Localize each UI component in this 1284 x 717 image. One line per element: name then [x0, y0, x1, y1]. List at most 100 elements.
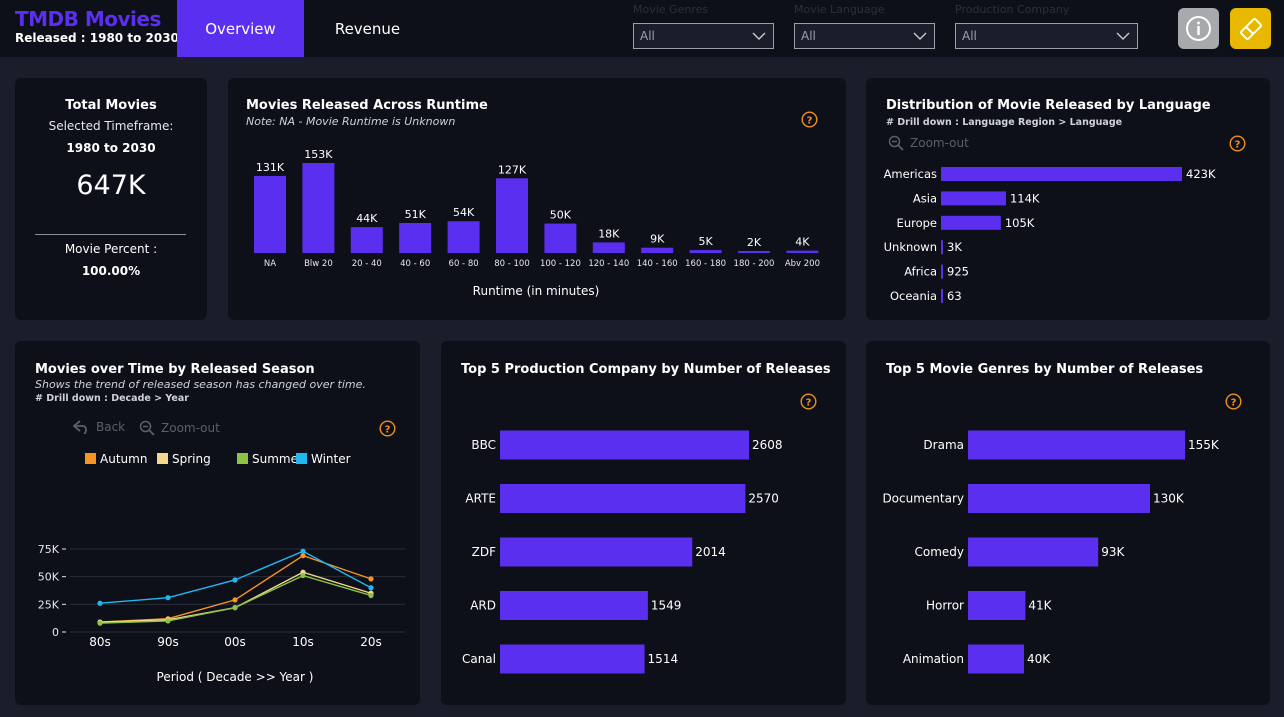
kpi-percent-value: 100.00% [81, 264, 141, 278]
bar [641, 247, 674, 253]
chart-note: Note: NA - Movie Runtime is Unknown [246, 115, 456, 128]
data-label: 155K [1188, 438, 1220, 452]
data-label: 93K [1101, 545, 1125, 559]
help-icon[interactable]: ? [1229, 135, 1246, 152]
info-icon [1186, 16, 1211, 41]
help-icon[interactable]: ? [801, 111, 818, 128]
clear-filters-button[interactable] [1230, 8, 1271, 49]
x-tick-label: 180 - 200 [734, 259, 775, 269]
info-button[interactable] [1178, 8, 1219, 49]
y-tick-label: Africa [904, 265, 937, 279]
y-tick-label: Horror [926, 599, 964, 613]
zoom-out-button[interactable]: Zoom-out [139, 420, 220, 436]
filter-production-company: Production Company All [955, 3, 1138, 49]
bar [968, 484, 1150, 513]
tab-revenue-label: Revenue [334, 19, 401, 38]
season-line-chart: Autumn Spring Summer Winter 0 25K 50K 75K 80s 90s… [38, 452, 405, 684]
y-tick-label: ARTE [465, 492, 496, 506]
series-line [99, 550, 372, 604]
x-tick-label: 80 - 100 [494, 259, 530, 269]
data-label: 2014 [695, 545, 726, 559]
zoom-out-icon [139, 420, 155, 436]
data-label: 40K [1027, 652, 1051, 666]
data-point [232, 577, 238, 583]
language-bar-chart: Americas 423K Asia 114K Europe 105K Unknown 3K A… [884, 167, 1216, 303]
bar [500, 484, 746, 513]
help-icon[interactable]: ? [379, 420, 396, 437]
bar [738, 251, 770, 253]
production-card: Top 5 Production Company by Number of Re… [441, 341, 846, 705]
filter-label: Movie Language [794, 3, 885, 16]
data-label: 41K [1028, 599, 1052, 613]
tab-overview[interactable]: Overview [177, 0, 304, 57]
bar [941, 215, 1001, 230]
data-label: 925 [947, 265, 969, 279]
bar [500, 430, 749, 460]
bar [592, 242, 625, 253]
legend-swatch [85, 453, 96, 464]
movie-genres-select[interactable]: All [633, 23, 774, 49]
data-label: 18K [598, 227, 620, 240]
top-bar: TMDB Movies Released : 1980 to 2030 Over… [0, 0, 1284, 57]
data-label: 51K [405, 208, 427, 221]
tab-overview-label: Overview [205, 19, 276, 38]
data-point [300, 548, 306, 554]
x-tick-label: 00s [224, 635, 246, 649]
x-tick-label: 90s [157, 635, 179, 649]
zoom-out-label: Zoom-out [910, 136, 969, 150]
kpi-timeframe-label: Selected Timeframe: [48, 119, 174, 133]
x-tick-label: NA [264, 259, 276, 269]
production-company-select[interactable]: All [955, 23, 1138, 49]
chart-title: Movies over Time by Released Season [35, 362, 315, 377]
kpi-timeframe-value: 1980 to 2030 [66, 141, 156, 155]
x-tick-label: 120 - 140 [588, 259, 629, 269]
x-tick-label: 160 - 180 [685, 259, 726, 269]
data-point [232, 605, 238, 611]
chart-title: Top 5 Production Company by Number of Re… [461, 362, 831, 377]
zoom-out-button[interactable]: Zoom-out [888, 135, 969, 151]
y-tick-label: 0 [52, 626, 59, 639]
y-tick-label: 25K [38, 598, 60, 611]
y-tick-label: Canal [462, 652, 496, 666]
chart-drill: # Drill down : Decade > Year [35, 393, 189, 404]
bar [447, 221, 480, 253]
help-icon[interactable]: ? [800, 393, 817, 410]
kpi-divider [35, 234, 186, 235]
runtime-card: Movies Released Across Runtime Note: NA … [228, 78, 846, 320]
y-tick-label: Documentary [882, 492, 964, 506]
tab-revenue[interactable]: Revenue [304, 0, 431, 57]
data-label: 5K [698, 235, 713, 248]
production-bar-chart: BBC 2608 ARTE 2570 ZDF 2014 ARD 1549 Canal 1514 [462, 430, 783, 674]
language-card: Distribution of Movie Released by Langua… [866, 78, 1270, 320]
bar [941, 191, 1006, 206]
y-tick-label: Americas [884, 167, 937, 181]
data-label: 114K [1010, 191, 1040, 205]
kpi-card: Total Movies Selected Timeframe: 1980 to… [15, 78, 207, 320]
kpi-title: Total Movies [65, 98, 157, 113]
legend-label: Summer [252, 452, 303, 466]
y-tick-label: Comedy [914, 545, 964, 559]
bar [500, 644, 645, 674]
bar [941, 289, 943, 303]
zoom-out-icon [888, 135, 904, 151]
movie-language-select[interactable]: All [794, 23, 935, 49]
chevron-down-icon [913, 32, 927, 40]
data-point [97, 600, 103, 606]
svg-text:?: ? [1235, 139, 1241, 150]
y-tick-label: ARD [470, 599, 496, 613]
data-label: 1549 [651, 599, 682, 613]
brand: TMDB Movies Released : 1980 to 2030 [15, 8, 179, 45]
bar [496, 178, 528, 253]
y-tick-label: 50K [38, 571, 60, 584]
svg-text:?: ? [385, 424, 391, 435]
data-label: 1514 [648, 652, 679, 666]
back-button[interactable]: Back [73, 420, 125, 434]
y-tick-label: BBC [471, 438, 496, 452]
data-label: 127K [498, 163, 527, 176]
data-label: 3K [947, 240, 962, 254]
genres-card: Top 5 Movie Genres by Number of Releases… [866, 341, 1270, 705]
chevron-down-icon [752, 32, 766, 40]
back-label: Back [96, 420, 126, 434]
y-tick-label: Unknown [884, 240, 937, 254]
help-icon[interactable]: ? [1225, 393, 1242, 410]
